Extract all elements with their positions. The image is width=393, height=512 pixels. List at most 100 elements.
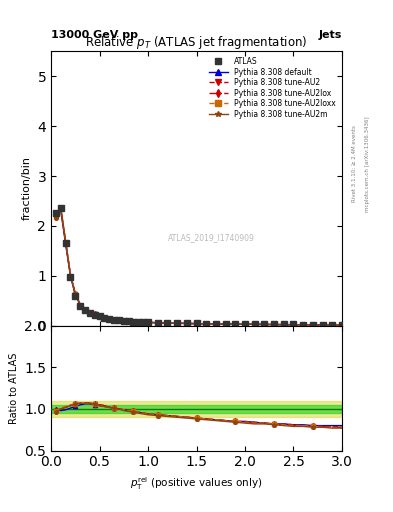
Pythia 8.308 tune-AU2loxx	[63, 238, 68, 244]
Pythia 8.308 tune-AU2	[68, 272, 73, 278]
Pythia 8.308 tune-AU2loxx	[291, 322, 296, 328]
Pythia 8.308 tune-AU2lox	[272, 322, 276, 328]
Pythia 8.308 tune-AU2	[194, 321, 199, 327]
Pythia 8.308 tune-AU2loxx	[112, 316, 116, 323]
Pythia 8.308 tune-AU2lox	[59, 205, 63, 211]
Pythia 8.308 tune-AU2lox	[112, 316, 116, 323]
Pythia 8.308 tune-AU2lox	[223, 321, 228, 327]
Pythia 8.308 tune-AU2loxx	[340, 322, 344, 328]
Pythia 8.308 tune-AU2loxx	[184, 321, 189, 327]
Pythia 8.308 tune-AU2m	[291, 322, 296, 328]
Pythia 8.308 tune-AU2m	[78, 302, 83, 308]
Pythia 8.308 tune-AU2m	[136, 319, 141, 325]
Pythia 8.308 tune-AU2loxx	[194, 321, 199, 327]
Pythia 8.308 tune-AU2loxx	[330, 322, 334, 328]
Pythia 8.308 tune-AU2lox	[146, 319, 151, 326]
Text: mcplots.cern.ch [arXiv:1306.3436]: mcplots.cern.ch [arXiv:1306.3436]	[365, 116, 371, 211]
Pythia 8.308 tune-AU2loxx	[320, 322, 325, 328]
Pythia 8.308 tune-AU2m	[73, 291, 78, 297]
Pythia 8.308 tune-AU2lox	[194, 321, 199, 327]
Pythia 8.308 tune-AU2lox	[73, 291, 78, 297]
Pythia 8.308 tune-AU2	[97, 313, 102, 319]
Pythia 8.308 default	[155, 319, 160, 326]
Pythia 8.308 default	[97, 313, 102, 319]
Pythia 8.308 tune-AU2lox	[131, 318, 136, 325]
Pythia 8.308 tune-AU2lox	[68, 272, 73, 278]
Pythia 8.308 tune-AU2	[301, 322, 305, 328]
Pythia 8.308 default	[53, 210, 58, 217]
Pythia 8.308 tune-AU2	[252, 321, 257, 327]
Pythia 8.308 tune-AU2loxx	[281, 322, 286, 328]
Pythia 8.308 tune-AU2	[131, 318, 136, 325]
Pythia 8.308 default	[73, 292, 78, 298]
Pythia 8.308 tune-AU2	[320, 322, 325, 328]
Pythia 8.308 tune-AU2m	[301, 322, 305, 328]
Pythia 8.308 tune-AU2m	[165, 320, 170, 326]
Pythia 8.308 tune-AU2loxx	[117, 317, 121, 324]
Pythia 8.308 tune-AU2lox	[291, 322, 296, 328]
Pythia 8.308 tune-AU2lox	[252, 321, 257, 327]
Pythia 8.308 default	[184, 321, 189, 327]
Pythia 8.308 tune-AU2loxx	[272, 322, 276, 328]
Pythia 8.308 tune-AU2m	[141, 319, 145, 325]
Pythia 8.308 tune-AU2	[310, 322, 315, 328]
Pythia 8.308 tune-AU2m	[281, 322, 286, 328]
Pythia 8.308 tune-AU2loxx	[242, 321, 247, 327]
Pythia 8.308 tune-AU2lox	[204, 321, 209, 327]
Pythia 8.308 tune-AU2	[233, 321, 238, 327]
Pythia 8.308 default	[291, 322, 296, 328]
Pythia 8.308 tune-AU2	[107, 316, 112, 322]
Pythia 8.308 tune-AU2m	[126, 318, 131, 325]
Pythia 8.308 tune-AU2m	[59, 205, 63, 211]
Pythia 8.308 tune-AU2loxx	[301, 322, 305, 328]
Pythia 8.308 default	[126, 318, 131, 325]
Pythia 8.308 tune-AU2	[112, 316, 116, 323]
Pythia 8.308 tune-AU2m	[117, 317, 121, 324]
Pythia 8.308 tune-AU2lox	[233, 321, 238, 327]
Pythia 8.308 default	[233, 321, 238, 327]
Pythia 8.308 default	[320, 322, 325, 328]
Pythia 8.308 default	[88, 309, 92, 315]
Text: ATLAS_2019_I1740909: ATLAS_2019_I1740909	[167, 233, 255, 242]
Pythia 8.308 tune-AU2m	[252, 322, 257, 328]
Pythia 8.308 default	[310, 322, 315, 328]
Line: Pythia 8.308 tune-AU2lox: Pythia 8.308 tune-AU2lox	[54, 206, 344, 327]
Pythia 8.308 tune-AU2loxx	[121, 318, 126, 324]
Pythia 8.308 tune-AU2m	[320, 322, 325, 328]
Pythia 8.308 default	[175, 320, 180, 326]
Pythia 8.308 tune-AU2	[146, 319, 151, 326]
Line: Pythia 8.308 tune-AU2m: Pythia 8.308 tune-AU2m	[54, 206, 344, 327]
Pythia 8.308 default	[281, 322, 286, 328]
Pythia 8.308 tune-AU2	[73, 291, 78, 297]
Pythia 8.308 tune-AU2m	[175, 320, 180, 326]
Pythia 8.308 tune-AU2lox	[175, 320, 180, 326]
Pythia 8.308 tune-AU2m	[223, 321, 228, 327]
Pythia 8.308 tune-AU2lox	[92, 311, 97, 317]
Pythia 8.308 default	[68, 273, 73, 280]
Pythia 8.308 tune-AU2loxx	[252, 321, 257, 327]
Pythia 8.308 tune-AU2	[165, 320, 170, 326]
Pythia 8.308 tune-AU2m	[121, 318, 126, 324]
Title: Relative $p_{T}$ (ATLAS jet fragmentation): Relative $p_{T}$ (ATLAS jet fragmentatio…	[85, 34, 308, 51]
Pythia 8.308 tune-AU2m	[88, 309, 92, 315]
Y-axis label: Ratio to ATLAS: Ratio to ATLAS	[9, 352, 19, 424]
Pythia 8.308 tune-AU2loxx	[59, 204, 63, 210]
Pythia 8.308 tune-AU2m	[340, 322, 344, 328]
Pythia 8.308 default	[194, 321, 199, 327]
Pythia 8.308 tune-AU2	[291, 322, 296, 328]
Pythia 8.308 tune-AU2	[59, 205, 63, 211]
Pythia 8.308 tune-AU2lox	[78, 302, 83, 308]
Pythia 8.308 tune-AU2lox	[242, 321, 247, 327]
Pythia 8.308 tune-AU2loxx	[97, 313, 102, 319]
Pythia 8.308 tune-AU2lox	[330, 322, 334, 328]
Pythia 8.308 tune-AU2m	[204, 321, 209, 327]
Pythia 8.308 tune-AU2loxx	[204, 321, 209, 327]
Pythia 8.308 default	[204, 321, 209, 327]
Pythia 8.308 tune-AU2lox	[126, 318, 131, 325]
Pythia 8.308 tune-AU2m	[92, 311, 97, 317]
Pythia 8.308 default	[136, 319, 141, 325]
Pythia 8.308 tune-AU2loxx	[107, 316, 112, 322]
Pythia 8.308 tune-AU2loxx	[88, 309, 92, 315]
Pythia 8.308 tune-AU2m	[53, 215, 58, 221]
Pythia 8.308 tune-AU2m	[242, 321, 247, 327]
